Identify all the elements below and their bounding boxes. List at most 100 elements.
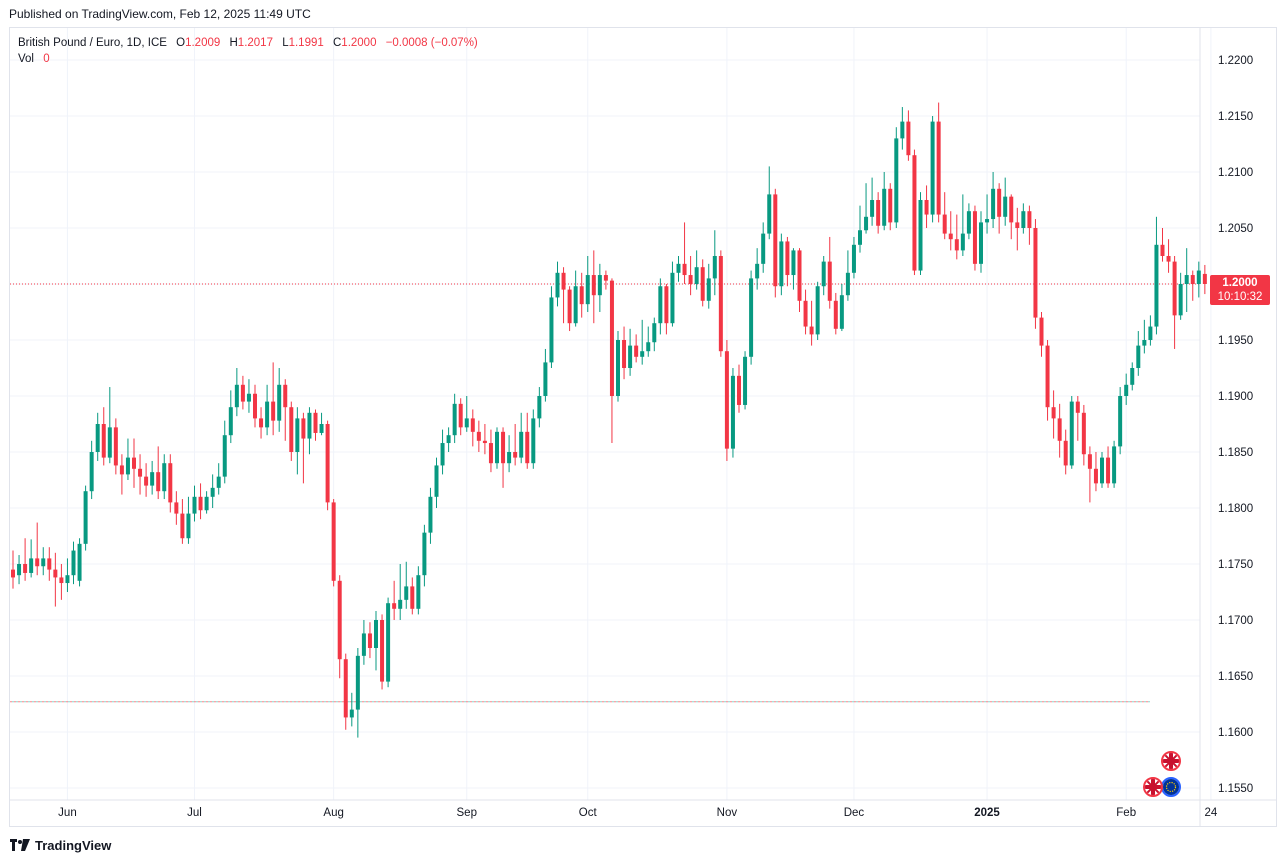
candle-body xyxy=(180,513,185,539)
candle-body xyxy=(924,200,929,215)
candle-body xyxy=(1148,326,1153,340)
candle-body xyxy=(65,575,70,584)
candle-body xyxy=(228,407,233,436)
tradingview-logo-icon[interactable] xyxy=(10,839,30,851)
candle-body xyxy=(1021,211,1026,228)
candle-body xyxy=(246,393,251,402)
candle-body xyxy=(156,472,161,492)
candle-body xyxy=(827,261,832,301)
candle-body xyxy=(271,401,276,421)
candle-body xyxy=(1160,244,1165,256)
legend-symbol[interactable]: British Pound / Euro, 1D, ICE xyxy=(18,37,167,49)
candle-body xyxy=(876,200,881,226)
candle-body xyxy=(773,194,778,287)
candle-body xyxy=(355,655,360,710)
candle-body xyxy=(204,496,209,511)
candle-body xyxy=(658,286,663,324)
candle-body xyxy=(664,286,669,324)
candle-body xyxy=(501,431,506,464)
candle-body xyxy=(694,267,699,284)
candle-body xyxy=(858,230,862,245)
candle-body xyxy=(749,278,754,357)
candle-body xyxy=(216,476,221,488)
legend-volume-label[interactable]: Vol xyxy=(18,53,34,65)
candle-body xyxy=(634,345,639,357)
candle-body xyxy=(1142,340,1147,346)
candle-body xyxy=(809,326,814,335)
last-price-value: 1.2000 xyxy=(1222,277,1258,289)
candle-body xyxy=(168,463,173,503)
y-tick-label: 1.2150 xyxy=(1218,111,1253,123)
x-tick-label: Dec xyxy=(844,807,865,819)
candle-body xyxy=(410,586,415,609)
candle-body xyxy=(761,233,766,264)
candle-body xyxy=(59,577,64,584)
candle-body xyxy=(525,431,530,464)
candle-body xyxy=(1112,446,1117,484)
candle-body xyxy=(882,188,887,226)
legend-high-label: H xyxy=(229,37,238,49)
candle-body xyxy=(404,586,409,600)
last-price-tag: 1.2000 10:10:32 xyxy=(1210,275,1270,305)
legend-low-label: L xyxy=(282,37,289,49)
candle-body xyxy=(488,443,493,464)
x-tick-label: Nov xyxy=(717,807,738,819)
candle-body xyxy=(240,384,245,402)
gb-flag-icon[interactable] xyxy=(1161,751,1181,771)
candle-body xyxy=(573,286,578,324)
candle-body xyxy=(1172,261,1177,316)
candle-body xyxy=(622,340,627,368)
x-tick-label: Oct xyxy=(579,807,598,819)
candle-body xyxy=(954,239,959,251)
candle-body xyxy=(1081,412,1086,455)
candle-body xyxy=(113,427,118,466)
candle-body xyxy=(428,496,433,533)
candle-body xyxy=(452,403,457,436)
candle-body xyxy=(972,211,977,264)
legend-low-value: 1.1991 xyxy=(288,37,324,49)
candle-body xyxy=(1166,256,1171,262)
candle-body xyxy=(1039,317,1044,346)
candle-body xyxy=(313,412,318,433)
candle-body xyxy=(724,351,729,449)
candle-body xyxy=(495,431,499,464)
candle-body xyxy=(434,465,439,497)
candle-body xyxy=(833,300,838,329)
candle-body xyxy=(470,418,475,432)
candle-body xyxy=(603,275,608,281)
candle-body xyxy=(307,412,312,439)
candle-body xyxy=(845,272,850,296)
candle-body xyxy=(640,351,645,357)
candle-body xyxy=(537,396,542,419)
candle-body xyxy=(482,440,487,444)
candle-body xyxy=(192,496,197,514)
candle-body xyxy=(567,289,572,324)
eu-flag-icon[interactable] xyxy=(1161,777,1181,797)
candle-body xyxy=(1009,196,1014,223)
candle-body xyxy=(1027,211,1032,228)
candle-body xyxy=(646,342,651,352)
candle-body xyxy=(864,216,869,231)
candle-body xyxy=(11,569,15,578)
candle-body xyxy=(234,384,239,408)
candle-body xyxy=(597,275,602,296)
y-tick-label: 1.1700 xyxy=(1218,615,1253,627)
footer-brand[interactable]: TradingView xyxy=(35,837,112,853)
candle-body xyxy=(41,558,46,567)
candle-body xyxy=(138,468,143,477)
candle-body xyxy=(319,424,324,433)
candle-body xyxy=(688,275,693,284)
candle-body xyxy=(186,513,191,539)
candle-body xyxy=(543,362,548,396)
candle-body xyxy=(1124,384,1129,396)
gb-flag-icon[interactable] xyxy=(1143,777,1163,797)
candle-body xyxy=(743,356,748,405)
candle-body xyxy=(1184,275,1189,284)
candle-body xyxy=(851,244,856,273)
candle-body xyxy=(1118,396,1123,447)
x-tick-label: Feb xyxy=(1116,807,1136,819)
legend-close-value: 1.2000 xyxy=(341,37,377,49)
candle-body xyxy=(1033,228,1038,318)
candle-body xyxy=(803,300,808,327)
